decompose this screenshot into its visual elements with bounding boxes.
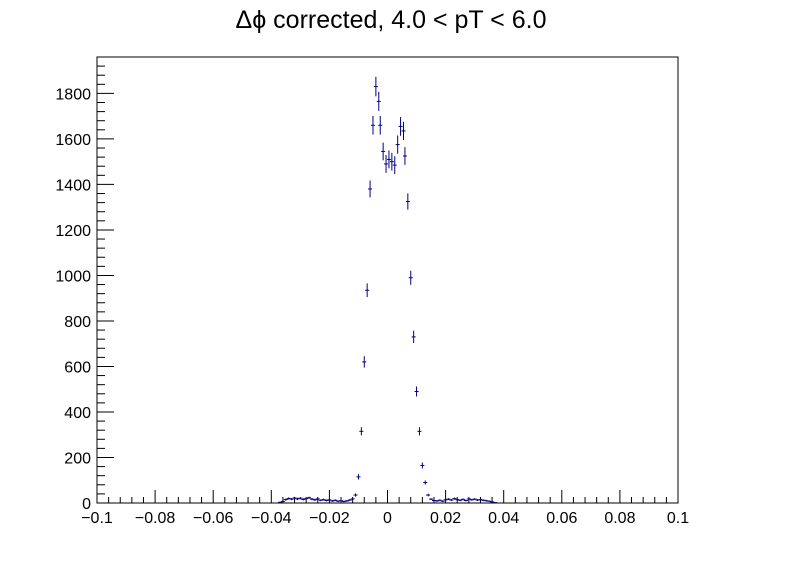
data-point: [365, 283, 370, 298]
data-point: [381, 142, 386, 161]
data-point: [312, 498, 317, 501]
data-point: [376, 91, 381, 111]
plot-frame: [96, 56, 679, 504]
data-point: [395, 135, 400, 154]
data-point: [350, 497, 355, 501]
data-point: [304, 497, 309, 500]
x-tick-label: −0.08: [135, 510, 176, 527]
x-axis: −0.1 −0.08 −0.06 −0.04 −0.02 0 0.02 0.04 0.06 0.0…: [81, 490, 689, 527]
data-point: [398, 117, 403, 136]
y-tick-label: 0: [82, 496, 91, 513]
data-point: [289, 497, 294, 501]
data-point: [347, 499, 352, 501]
data-point: [487, 500, 492, 502]
data-point: [466, 497, 471, 501]
data-point: [362, 356, 367, 368]
data-point: [370, 115, 375, 135]
y-tick-label: 200: [64, 450, 91, 467]
data-point: [292, 496, 297, 500]
data-point: [420, 462, 425, 469]
y-tick-label: 1000: [55, 268, 91, 285]
x-tick-label: 0.06: [546, 510, 577, 527]
data-point: [414, 386, 419, 397]
data-point: [490, 501, 495, 503]
y-tick-label: 1200: [55, 223, 91, 240]
data-point: [301, 498, 306, 501]
data-point: [446, 498, 451, 501]
data-point: [392, 156, 397, 174]
x-tick-label: −0.02: [309, 510, 350, 527]
data-point: [315, 497, 320, 501]
data-point: [286, 497, 291, 500]
data-point: [333, 499, 338, 502]
x-tick-label: 0.02: [430, 510, 461, 527]
data-point: [339, 499, 344, 502]
data-point: [309, 497, 314, 501]
data-point: [298, 497, 303, 500]
y-axis: 0 200 400 600 800 1000 1200 1400 1600 1800: [55, 56, 114, 513]
x-tick-label: 0.04: [488, 510, 519, 527]
data-point: [434, 500, 439, 502]
x-tick-label: 0.1: [667, 510, 689, 527]
data-point: [378, 115, 383, 135]
data-point: [411, 330, 416, 344]
data-point: [426, 493, 431, 497]
y-tick-label: 1600: [55, 132, 91, 149]
data-point: [384, 155, 389, 173]
y-tick-label: 1400: [55, 177, 91, 194]
data-point: [324, 499, 329, 502]
chart-title: Δϕ corrected, 4.0 < pT < 6.0: [236, 6, 547, 34]
x-tick-label: 0.08: [604, 510, 635, 527]
data-point: [429, 498, 434, 501]
data-point: [455, 498, 460, 501]
data-point: [283, 498, 288, 501]
data-point: [440, 500, 445, 503]
data-point: [478, 498, 483, 501]
x-tick-label: −0.04: [251, 510, 292, 527]
data-point: [452, 497, 457, 500]
data-point: [278, 501, 283, 503]
data-point: [280, 500, 285, 503]
data-point: [443, 498, 448, 501]
data-point: [449, 499, 454, 501]
data-point: [356, 474, 361, 480]
data-point: [458, 499, 463, 502]
data-point: [472, 498, 477, 501]
data-point: [330, 500, 335, 502]
x-tick-label: −0.06: [193, 510, 234, 527]
data-point: [389, 152, 394, 171]
x-tick-label: −0.1: [81, 510, 113, 527]
data-point: [461, 498, 466, 501]
data-point: [318, 499, 323, 502]
data-point: [344, 500, 349, 502]
x-tick-label: 0: [383, 510, 392, 527]
data-point: [368, 180, 373, 198]
y-tick-label: 600: [64, 359, 91, 376]
data-point: [423, 480, 428, 485]
y-tick-label: 800: [64, 314, 91, 331]
data-point: [492, 502, 497, 504]
data-point: [437, 499, 442, 502]
data-point: [321, 498, 326, 501]
data-point: [402, 147, 407, 165]
data-point: [408, 270, 413, 285]
data-point: [417, 427, 422, 436]
data-point: [401, 121, 406, 141]
data-points: [278, 76, 497, 504]
y-tick-label: 1800: [55, 86, 91, 103]
data-point: [405, 193, 410, 210]
data-point: [295, 497, 300, 501]
data-point: [469, 498, 474, 501]
data-point: [359, 427, 364, 436]
data-point: [307, 496, 312, 499]
data-point: [386, 150, 391, 169]
data-point: [327, 498, 332, 501]
y-tick-label: 400: [64, 405, 91, 422]
data-point: [373, 76, 378, 97]
data-point: [463, 499, 468, 502]
data-point: [353, 493, 358, 497]
